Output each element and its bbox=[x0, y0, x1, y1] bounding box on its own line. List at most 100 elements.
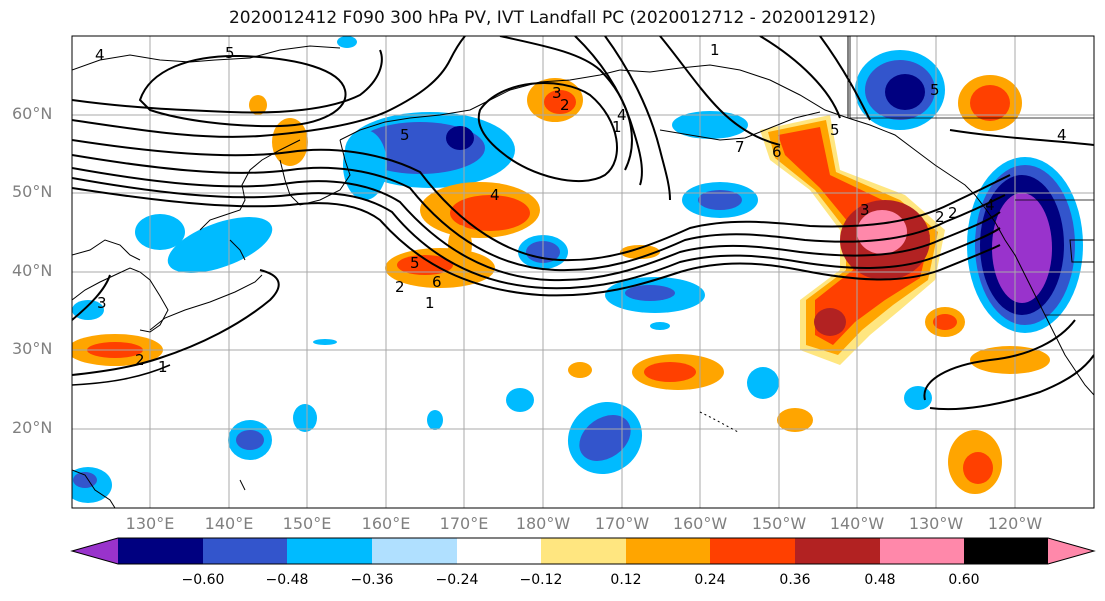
contour-label: 7 bbox=[735, 138, 745, 156]
anomaly-fill bbox=[698, 190, 742, 210]
island-chain bbox=[699, 411, 739, 433]
anomaly-fill bbox=[620, 245, 660, 259]
colorbar-tick-label: 0.60 bbox=[948, 572, 980, 588]
lon-label: 180°W bbox=[515, 514, 571, 533]
colorbar-tick-label: 0.24 bbox=[694, 572, 726, 588]
anomaly-fill bbox=[650, 322, 670, 330]
coastline bbox=[847, 117, 1094, 396]
anomaly-fill bbox=[167, 217, 273, 273]
pv-contour bbox=[72, 364, 171, 386]
colorbar-tick-label: −0.24 bbox=[435, 572, 479, 588]
anomaly-fill bbox=[73, 472, 97, 488]
pv-contour bbox=[949, 129, 1094, 146]
coastline bbox=[72, 239, 141, 261]
colorbar-bin bbox=[287, 538, 372, 564]
lon-label: 160°E bbox=[361, 514, 411, 533]
colorbar-tick-label: 0.12 bbox=[610, 572, 642, 588]
colorbar-bin bbox=[457, 538, 541, 564]
anomaly-fill bbox=[885, 74, 925, 110]
map-panel: 4 5 1 6 5 2 4 5 3 2 1 4 5 2 1 3 2 1 7 6 … bbox=[72, 36, 1094, 508]
contour-label: 3 bbox=[97, 294, 107, 312]
anomaly-fill bbox=[814, 308, 846, 336]
anomaly-fill bbox=[236, 430, 264, 450]
colorbar-tick-label: 0.36 bbox=[779, 572, 811, 588]
anomaly-fill bbox=[135, 214, 185, 250]
anomaly-fill bbox=[313, 339, 337, 345]
colorbar-bin bbox=[880, 538, 964, 564]
pv-contour bbox=[574, 36, 643, 186]
contour-label: 2 bbox=[935, 208, 945, 226]
anomaly-fill bbox=[568, 362, 592, 378]
colorbar-bin bbox=[710, 538, 795, 564]
anomaly-fill bbox=[933, 314, 957, 330]
pv-contour bbox=[138, 54, 347, 128]
lon-label: 160°W bbox=[672, 514, 728, 533]
pv-contour bbox=[819, 36, 871, 121]
coastline bbox=[339, 69, 621, 141]
coastline bbox=[1069, 239, 1094, 263]
coastlines bbox=[72, 36, 1094, 508]
colorbar-bin bbox=[203, 538, 287, 564]
coastline bbox=[279, 139, 351, 206]
anomaly-fill bbox=[72, 300, 104, 320]
anomaly-fill bbox=[992, 193, 1052, 303]
coastline bbox=[229, 239, 246, 261]
lat-label: 50°N bbox=[12, 182, 53, 201]
anomaly-fill bbox=[446, 126, 474, 150]
contour-label: 3 bbox=[552, 84, 562, 102]
pv-contour bbox=[72, 274, 111, 321]
anomaly-fill bbox=[970, 346, 1050, 374]
anomaly-fill bbox=[397, 255, 453, 275]
colorbar-bin bbox=[964, 538, 1048, 564]
contour-label: 4 bbox=[985, 196, 995, 214]
anomaly-fill bbox=[427, 410, 443, 430]
pv-contour bbox=[72, 49, 383, 114]
coastline bbox=[72, 45, 341, 71]
lon-label: 170°E bbox=[439, 514, 489, 533]
contour-label: 2 bbox=[395, 278, 405, 296]
colorbar-bin bbox=[626, 538, 710, 564]
pv-contour bbox=[659, 36, 781, 146]
lon-label: 130°W bbox=[908, 514, 964, 533]
anomaly-fill bbox=[337, 36, 357, 48]
anomaly-fill bbox=[450, 195, 530, 231]
map-frame bbox=[71, 35, 1095, 509]
border-line bbox=[849, 36, 1094, 119]
colorbar-tick-label: −0.12 bbox=[519, 572, 563, 588]
anomaly-fill bbox=[904, 386, 932, 410]
lat-label: 20°N bbox=[12, 418, 53, 437]
pv-contour bbox=[72, 154, 1006, 272]
colorbar-tick-label: 0.48 bbox=[864, 572, 896, 588]
contour-label: 2 bbox=[560, 96, 570, 114]
lon-label: 140°W bbox=[829, 514, 885, 533]
pv-contour bbox=[604, 36, 671, 201]
anomaly-fill bbox=[579, 415, 631, 461]
colorbar bbox=[70, 537, 1096, 565]
contour-label: 2 bbox=[135, 351, 145, 369]
contour-labels: 4 5 1 6 5 2 4 5 3 2 1 4 5 2 1 3 2 1 7 6 … bbox=[95, 41, 1067, 376]
pv-contour bbox=[929, 354, 1094, 411]
contour-label: 5 bbox=[830, 121, 840, 139]
contour-label: 1 bbox=[425, 294, 435, 312]
contour-label: 5 bbox=[400, 126, 410, 144]
colorbar-bin bbox=[795, 538, 880, 564]
colorbar-low-extend bbox=[72, 538, 118, 564]
lon-label: 130°E bbox=[125, 514, 175, 533]
anomaly-fill bbox=[970, 85, 1010, 121]
coastline bbox=[149, 274, 263, 331]
anomaly-fill bbox=[625, 285, 675, 301]
pv-contour bbox=[923, 319, 1076, 401]
lat-label: 60°N bbox=[12, 104, 53, 123]
anomaly-fill bbox=[544, 90, 576, 114]
graticule bbox=[72, 36, 1094, 508]
colorbar-outline bbox=[70, 537, 1096, 565]
coastline bbox=[72, 469, 116, 508]
anomaly-fill bbox=[506, 388, 534, 412]
contour-label: 4 bbox=[617, 106, 627, 124]
contour-label: 4 bbox=[1057, 126, 1067, 144]
contour-label: 4 bbox=[95, 46, 105, 64]
pv-contour bbox=[72, 139, 1011, 262]
contour-label: 5 bbox=[225, 44, 235, 62]
lon-label: 170°W bbox=[594, 514, 650, 533]
